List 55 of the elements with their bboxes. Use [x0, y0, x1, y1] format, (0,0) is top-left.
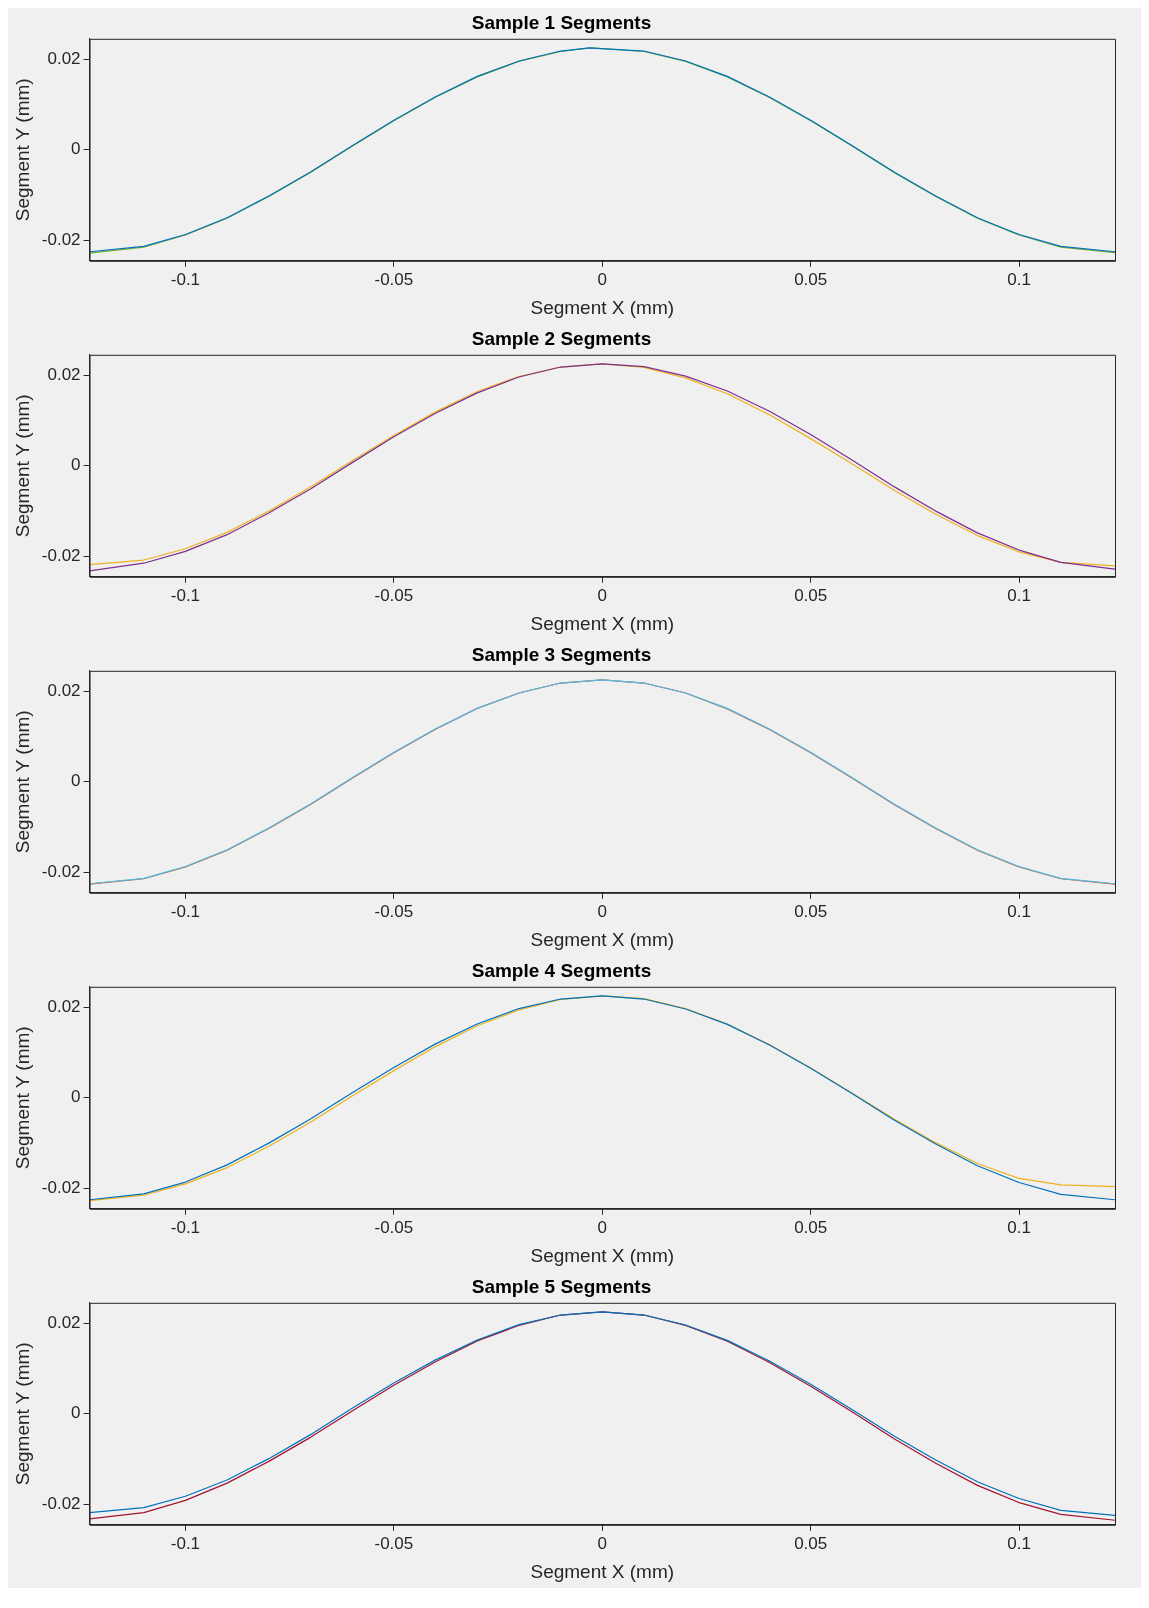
x-tick-label: -0.05 [374, 585, 414, 605]
y-tick-label: 0 [71, 1403, 81, 1423]
x-tick-label: 0 [597, 1533, 608, 1553]
chart-title: Sample 2 Segments [471, 327, 652, 349]
x-tick-label: -0.1 [170, 1533, 201, 1553]
y-tick-label: -0.02 [41, 546, 81, 566]
x-tick-label: -0.05 [374, 901, 414, 921]
y-tick-label: 0 [71, 455, 81, 475]
x-tick-label: 0.05 [794, 585, 828, 605]
y-tick-label: 0 [71, 139, 81, 159]
y-axis-title: Segment Y (mm) [11, 1026, 33, 1170]
x-tick-label: 0.1 [1007, 585, 1031, 605]
y-tick-label: 0.02 [47, 364, 81, 384]
x-tick-label: 0 [597, 901, 608, 921]
x-axis-title: Segment X (mm) [530, 296, 675, 318]
x-tick-label: 0.05 [794, 1217, 828, 1237]
x-tick-label: 0.05 [794, 269, 828, 289]
y-axis-title: Segment Y (mm) [11, 394, 33, 538]
chart-title: Sample 5 Segments [471, 1275, 652, 1297]
x-tick-label: 0.05 [794, 901, 828, 921]
chart-title: Sample 3 Segments [471, 643, 652, 665]
x-tick-label: -0.1 [170, 1217, 201, 1237]
x-axis-title: Segment X (mm) [530, 928, 675, 950]
x-tick-label: -0.05 [374, 1217, 414, 1237]
x-tick-label: 0 [597, 585, 608, 605]
x-tick-label: 0 [597, 1217, 608, 1237]
chart-title: Sample 4 Segments [471, 959, 652, 981]
x-tick-label: 0.1 [1007, 901, 1031, 921]
x-tick-label: -0.1 [170, 901, 201, 921]
y-tick-label: 0.02 [47, 680, 81, 700]
y-tick-label: 0.02 [47, 48, 81, 68]
x-axis-title: Segment X (mm) [530, 1560, 675, 1582]
y-tick-label: -0.02 [41, 230, 81, 250]
x-axis-title: Segment X (mm) [530, 1244, 675, 1266]
x-tick-label: -0.05 [374, 269, 414, 289]
x-tick-label: -0.1 [170, 269, 201, 289]
y-tick-label: -0.02 [41, 1494, 81, 1514]
x-tick-label: -0.1 [170, 585, 201, 605]
x-tick-label: 0.1 [1007, 1217, 1031, 1237]
x-tick-label: 0.1 [1007, 1533, 1031, 1553]
y-tick-label: -0.02 [41, 1178, 81, 1198]
x-tick-label: 0.1 [1007, 269, 1031, 289]
y-tick-label: 0.02 [47, 996, 81, 1016]
y-tick-label: -0.02 [41, 862, 81, 882]
x-tick-label: -0.05 [374, 1533, 414, 1553]
y-tick-label: 0 [71, 1087, 81, 1107]
y-axis-title: Segment Y (mm) [11, 1342, 33, 1486]
y-axis-title: Segment Y (mm) [11, 710, 33, 854]
y-axis-title: Segment Y (mm) [11, 78, 33, 222]
x-tick-label: 0 [597, 269, 608, 289]
x-axis-title: Segment X (mm) [530, 612, 675, 634]
chart-title: Sample 1 Segments [471, 11, 652, 33]
y-tick-label: 0 [71, 771, 81, 791]
y-tick-label: 0.02 [47, 1312, 81, 1332]
x-tick-label: 0.05 [794, 1533, 828, 1553]
